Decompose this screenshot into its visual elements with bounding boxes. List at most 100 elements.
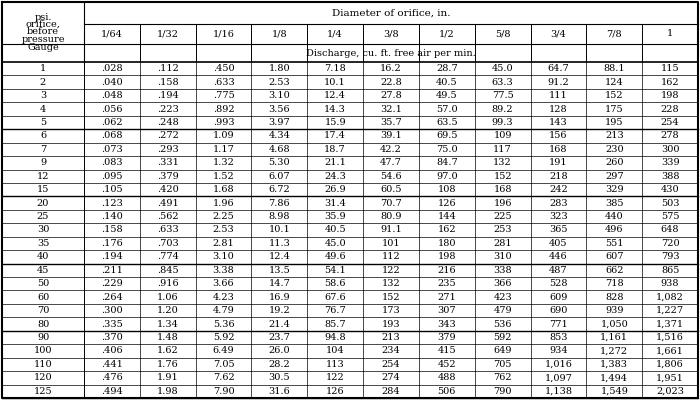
Text: 80: 80 (37, 320, 49, 328)
Text: 31.4: 31.4 (324, 199, 346, 208)
Text: 1.48: 1.48 (157, 333, 178, 342)
Text: 506: 506 (438, 387, 456, 396)
Text: 60.5: 60.5 (380, 185, 402, 194)
Text: 175: 175 (605, 104, 624, 114)
Text: 80.9: 80.9 (380, 212, 402, 221)
Text: 3.97: 3.97 (269, 118, 290, 127)
Text: 1.76: 1.76 (157, 360, 178, 369)
Text: 1/64: 1/64 (101, 30, 122, 38)
Text: 132: 132 (494, 158, 512, 167)
Text: 366: 366 (494, 279, 512, 288)
Text: 1: 1 (667, 30, 673, 38)
Text: .264: .264 (101, 293, 122, 302)
Text: 2.53: 2.53 (269, 78, 290, 87)
Text: 21.1: 21.1 (324, 158, 346, 167)
Text: 60: 60 (37, 293, 49, 302)
Text: 271: 271 (438, 293, 456, 302)
Text: .248: .248 (157, 118, 178, 127)
Text: 828: 828 (605, 293, 624, 302)
Text: 235: 235 (438, 279, 456, 288)
Text: 31.6: 31.6 (269, 387, 290, 396)
Text: 14.7: 14.7 (268, 279, 290, 288)
Text: 124: 124 (605, 78, 624, 87)
Text: 385: 385 (605, 199, 624, 208)
Text: 100: 100 (34, 346, 52, 356)
Text: 242: 242 (549, 185, 568, 194)
Text: 50: 50 (37, 279, 49, 288)
Text: .229: .229 (101, 279, 122, 288)
Text: 42.2: 42.2 (380, 145, 402, 154)
Text: .774: .774 (157, 252, 178, 261)
Text: 10.1: 10.1 (269, 226, 290, 234)
Text: 13.5: 13.5 (269, 266, 290, 275)
Text: 112: 112 (382, 252, 400, 261)
Text: 648: 648 (661, 226, 679, 234)
Text: 10.1: 10.1 (324, 78, 346, 87)
Text: 90: 90 (37, 333, 49, 342)
Text: 89.2: 89.2 (492, 104, 513, 114)
Text: 253: 253 (494, 226, 512, 234)
Text: 307: 307 (438, 306, 456, 315)
Text: 213: 213 (382, 333, 400, 342)
Text: .406: .406 (101, 346, 122, 356)
Text: 54.1: 54.1 (324, 266, 346, 275)
Text: 4: 4 (40, 104, 46, 114)
Text: 8.98: 8.98 (269, 212, 290, 221)
Text: 4.79: 4.79 (213, 306, 234, 315)
Text: 718: 718 (605, 279, 624, 288)
Text: 3.10: 3.10 (269, 91, 290, 100)
Text: 6.72: 6.72 (269, 185, 290, 194)
Text: 1,951: 1,951 (656, 373, 684, 382)
Text: .420: .420 (157, 185, 178, 194)
Text: 365: 365 (550, 226, 568, 234)
Text: 126: 126 (438, 199, 456, 208)
Text: 152: 152 (605, 91, 624, 100)
Text: 162: 162 (661, 78, 680, 87)
Text: 793: 793 (661, 252, 680, 261)
Text: .272: .272 (157, 132, 178, 140)
Text: .158: .158 (101, 226, 122, 234)
Text: 144: 144 (438, 212, 456, 221)
Text: 5/8: 5/8 (495, 30, 510, 38)
Text: 35.9: 35.9 (324, 212, 346, 221)
Text: 101: 101 (382, 239, 400, 248)
Text: 20: 20 (37, 199, 49, 208)
Text: 152: 152 (382, 293, 400, 302)
Text: 4.68: 4.68 (269, 145, 290, 154)
Text: 16.9: 16.9 (269, 293, 290, 302)
Text: 283: 283 (549, 199, 568, 208)
Text: 853: 853 (550, 333, 568, 342)
Text: 1.91: 1.91 (157, 373, 178, 382)
Text: 143: 143 (549, 118, 568, 127)
Text: 32.1: 32.1 (380, 104, 402, 114)
Text: 1,138: 1,138 (545, 387, 573, 396)
Text: .194: .194 (101, 252, 122, 261)
Text: 5.36: 5.36 (213, 320, 234, 328)
Text: 12.4: 12.4 (268, 252, 290, 261)
Text: 7.90: 7.90 (213, 387, 234, 396)
Text: .105: .105 (101, 185, 122, 194)
Text: .562: .562 (157, 212, 178, 221)
Text: 58.6: 58.6 (324, 279, 346, 288)
Text: 1,383: 1,383 (601, 360, 629, 369)
Text: 1,516: 1,516 (656, 333, 684, 342)
Text: 234: 234 (382, 346, 400, 356)
Text: 156: 156 (550, 132, 568, 140)
Text: 1.32: 1.32 (213, 158, 234, 167)
Text: 27.8: 27.8 (380, 91, 402, 100)
Text: 91.2: 91.2 (547, 78, 569, 87)
Text: 1.09: 1.09 (213, 132, 234, 140)
Text: .123: .123 (101, 199, 122, 208)
Text: .068: .068 (102, 132, 122, 140)
Text: 1,097: 1,097 (545, 373, 573, 382)
Text: 47.7: 47.7 (380, 158, 402, 167)
Text: 196: 196 (494, 199, 512, 208)
Text: 1.06: 1.06 (157, 293, 178, 302)
Text: 45.0: 45.0 (324, 239, 346, 248)
Text: 1,227: 1,227 (656, 306, 684, 315)
Text: 2.53: 2.53 (213, 226, 234, 234)
Text: 16.2: 16.2 (380, 64, 402, 73)
Text: 35: 35 (37, 239, 49, 248)
Text: 7.18: 7.18 (324, 64, 346, 73)
Text: 113: 113 (326, 360, 344, 369)
